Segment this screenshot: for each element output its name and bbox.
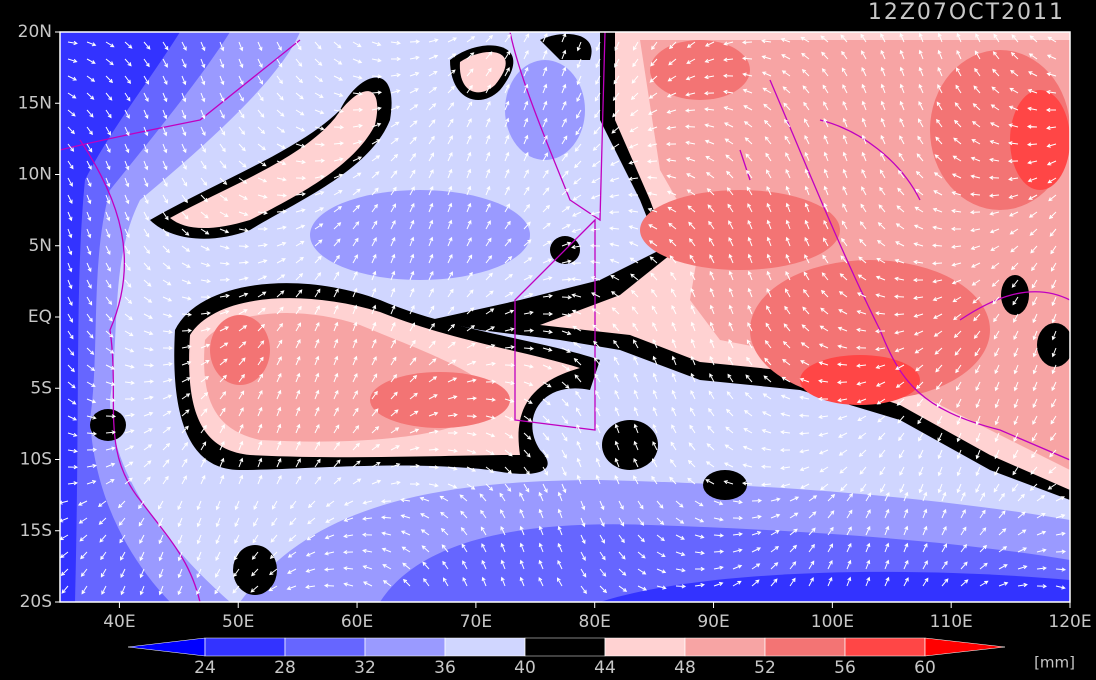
colorbar-segment — [684, 637, 766, 657]
x-tick-label: 60E — [341, 612, 373, 632]
x-tick-label: 50E — [222, 612, 254, 632]
colorbar-label: 60 — [914, 658, 936, 678]
map-title: 12Z07OCT2011 — [868, 0, 1065, 25]
colorbar-segment — [204, 637, 286, 657]
colorbar-segment — [444, 637, 526, 657]
y-tick-label: EQ — [28, 307, 52, 327]
x-tick-label: 40E — [103, 612, 135, 632]
colorbar-label: 24 — [194, 658, 216, 678]
colorbar-label: 52 — [754, 658, 776, 678]
y-tick-label: 15N — [18, 93, 52, 113]
colorbar-segment — [524, 637, 606, 657]
y-tick-label: 20S — [20, 592, 52, 612]
y-tick-label: 5N — [28, 236, 52, 256]
colorbar-low — [127, 637, 206, 657]
precipitable-water-field — [60, 32, 1070, 602]
colorbar-segment — [764, 637, 846, 657]
colorbar-segment — [364, 637, 446, 657]
colorbar-label: 48 — [674, 658, 696, 678]
colorbar-label: 32 — [354, 658, 376, 678]
y-tick-label: 15S — [20, 521, 52, 541]
y-tick-label: 10S — [20, 450, 52, 470]
colorbar-label: 44 — [594, 658, 616, 678]
x-tick-label: 90E — [697, 612, 729, 632]
x-tick-label: 120E — [1048, 612, 1091, 632]
colorbar-label: 28 — [274, 658, 296, 678]
y-tick-label: 5S — [30, 378, 52, 398]
y-tick-label: 10N — [18, 165, 52, 185]
colorbar-segment — [284, 637, 366, 657]
x-tick-label: 110E — [930, 612, 973, 632]
colorbar-segment — [844, 637, 926, 657]
colorbar-segment — [604, 637, 686, 657]
colorbar-label: 40 — [514, 658, 536, 678]
y-tick-label: 20N — [18, 22, 52, 42]
colorbar-label: 36 — [434, 658, 456, 678]
colorbar-high — [924, 637, 1006, 657]
x-tick-label: 80E — [579, 612, 611, 632]
x-tick-label: 100E — [811, 612, 854, 632]
wind-vectors — [60, 32, 1067, 596]
colorbar-unit: [mm] — [1034, 654, 1075, 672]
x-tick-label: 70E — [460, 612, 492, 632]
colorbar-label: 56 — [834, 658, 856, 678]
